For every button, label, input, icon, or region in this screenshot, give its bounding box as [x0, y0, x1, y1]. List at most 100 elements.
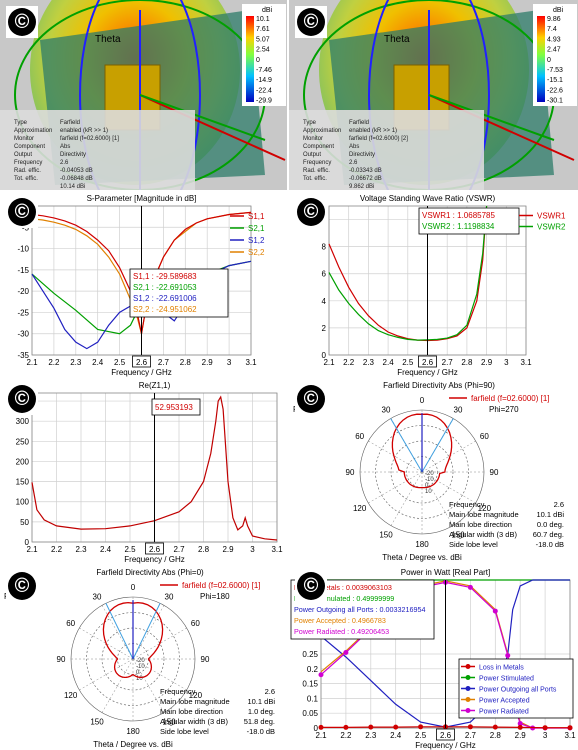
scale-tick-label: 7.4 [547, 26, 557, 33]
series-point [467, 584, 473, 590]
x-tick-label: 2.4 [390, 731, 402, 740]
legend-marker [465, 686, 471, 691]
scale-ticks: 10.1 7.61 5.07 2.54 0 -7.46 -14.9 -22.4 -29.9 [256, 16, 272, 105]
pattern-line [102, 601, 164, 679]
angle-label: 120 [353, 504, 367, 513]
copyright-logo-icon: © [6, 383, 38, 415]
scale-tick-label: -7.53 [547, 67, 563, 74]
color-scale-bar [246, 16, 254, 102]
ring-label: -10 [136, 664, 145, 670]
angle-label: 120 [189, 691, 203, 700]
y-tick-label: 100 [16, 498, 30, 507]
scale-unit: dBi [262, 7, 273, 14]
stat-value: 10.1 dBi [247, 697, 275, 706]
y-tick-label: -30 [17, 330, 29, 339]
scale-tick-label: -29.9 [256, 98, 272, 105]
scale-tick-label: 4.93 [547, 36, 561, 43]
svg-text:©: © [304, 201, 319, 223]
chart-background [0, 564, 287, 750]
stat-value: 0.0 deg. [537, 520, 564, 529]
x-tick-label: 2.9 [515, 731, 527, 740]
y-tick-label: 8 [322, 243, 327, 252]
y-tick-label: -35 [17, 351, 29, 360]
angle-label: 0 [131, 583, 136, 592]
copyright-logo-icon: © [6, 196, 38, 228]
angle-label: 150 [90, 717, 104, 726]
farfield-3d-view: Theta dBi 9.86 7.4 4.93 2.47 0 -7.53 -15.1 -22.… [289, 0, 578, 190]
annotation-text: VSWR2 : 1.1198834 [422, 222, 495, 231]
x-tick-label: 2.2 [343, 358, 355, 367]
x-tick-label: 2.1 [26, 545, 38, 554]
angle-label: 90 [57, 655, 66, 664]
svg-text:©: © [15, 575, 30, 597]
info-key: Approximation [303, 128, 341, 134]
angle-label: 60 [66, 619, 75, 628]
angle-label: 90 [201, 655, 210, 664]
info-key: Rad. effic. [14, 168, 41, 174]
legend-label: Loss in Metals [479, 665, 524, 672]
legend-label: Power Stimulated [479, 676, 534, 683]
series-point [393, 724, 399, 730]
scale-tick-label: -30.1 [547, 98, 563, 105]
angle-label: 30 [454, 406, 463, 415]
info-value: Abs [60, 144, 70, 150]
info-value: farfield (f=02.6000) [1] [60, 136, 119, 142]
y-tick-label: 0 [314, 724, 319, 733]
ring-label: -20 [136, 658, 145, 664]
stat-label: Angular width (3 dB) [449, 530, 517, 539]
series-point [368, 724, 374, 730]
series-point [318, 672, 324, 678]
marker-label: 2.6 [440, 731, 452, 740]
stat-label: Frequency [449, 500, 485, 509]
series-line-0 [31, 395, 278, 541]
annotation-text: VSWR1 : 1.0685785 [422, 211, 495, 220]
x-tick-label: 2.5 [415, 731, 427, 740]
x-tick-label: 2.5 [402, 358, 414, 367]
legend-label: VSWR2 [537, 223, 566, 232]
svg-text:©: © [15, 388, 30, 410]
chart-title: Re(Z1,1) [139, 381, 171, 390]
phi-right-label: Phi=180 [200, 592, 230, 601]
legend-label: S2,2 [248, 248, 265, 257]
info-key: Frequency [303, 160, 331, 166]
stat-value: 1.0 deg. [248, 707, 275, 716]
x-tick-label: 2.7 [465, 731, 477, 740]
series-point [418, 724, 424, 730]
angle-label: 180 [415, 540, 429, 549]
x-tick-label: 2.8 [461, 358, 473, 367]
info-key: Component [14, 144, 45, 150]
annotation-box [418, 207, 520, 235]
series-point [343, 724, 349, 730]
legend-label: Power Radiated [479, 709, 529, 716]
annotation-text: 52.953193 [155, 403, 193, 412]
svg-text:©: © [304, 575, 319, 597]
phi-right-label: Phi=270 [489, 405, 519, 414]
copyright-logo-icon: © [295, 383, 327, 415]
theta-axis-label: Theta [384, 34, 410, 45]
pattern-line [391, 413, 453, 489]
info-value: -0.06848 dB [60, 176, 93, 182]
info-key: Tot. effic. [14, 176, 38, 182]
x-tick-label: 2.2 [340, 731, 352, 740]
info-value: farfield (f=02.6000) [2] [349, 136, 408, 142]
legend-label: Power Outgoing all Ports [479, 687, 557, 694]
y-tick-label: 2 [322, 324, 327, 333]
ring-label: 10 [136, 676, 143, 682]
x-tick-label: 2.2 [48, 358, 60, 367]
angle-label: 60 [355, 432, 364, 441]
info-value: -0.04053 dB [60, 168, 93, 174]
x-tick-label: 2.1 [315, 731, 327, 740]
svg-text:©: © [304, 11, 319, 33]
y-tick-label: 50 [20, 518, 29, 527]
angle-label: 180 [126, 727, 140, 736]
copyright-logo-icon: © [295, 570, 327, 602]
chart-title: Farfield Directivity Abs (Phi=90) [383, 381, 495, 390]
stat-label: Side lobe level [449, 540, 498, 549]
copyright-logo-icon: © [6, 570, 38, 602]
legend-label: VSWR1 [537, 212, 566, 221]
annotation-text: S1,2 : -22.691006 [133, 294, 197, 303]
scale-tick-label: 5.07 [256, 36, 270, 43]
stat-label: Main lobe direction [160, 707, 223, 716]
color-scale-bar [537, 16, 545, 102]
x-axis-label: Frequency / GHz [111, 368, 171, 377]
